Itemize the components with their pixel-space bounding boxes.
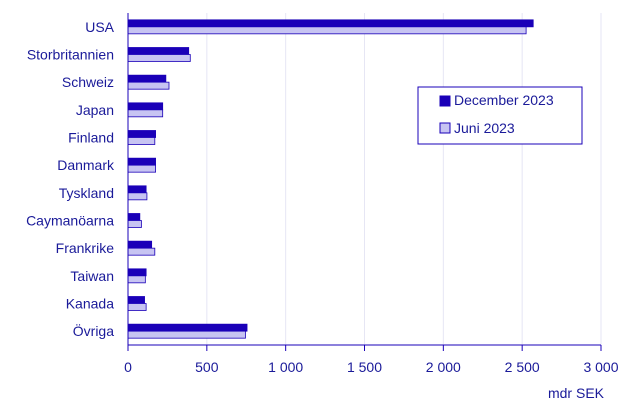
bar-usa-december-2023 — [127, 19, 534, 28]
bar-tyskland-juni-2023 — [127, 192, 148, 201]
bars — [127, 19, 534, 339]
category-label-schweiz: Schweiz — [62, 74, 114, 90]
bar-frankrike-december-2023 — [127, 240, 153, 249]
bar-kanada-juni-2023 — [127, 303, 147, 311]
bar-kanada-december-2023 — [127, 296, 145, 304]
grid-lines — [206, 13, 602, 345]
x-tick-label: 500 — [195, 359, 219, 375]
category-label-usa: USA — [85, 19, 114, 35]
bar-frankrike-juni-2023 — [127, 247, 156, 256]
bar-usa-juni-2023 — [127, 26, 527, 35]
bar-caymanoarna-december-2023 — [127, 213, 141, 221]
category-label-caymanoarna: Caymanöarna — [26, 213, 114, 229]
legend-swatch-juni-2023 — [439, 122, 451, 134]
x-tick-label: 1 000 — [268, 359, 303, 375]
bar-ovriga-juni-2023 — [127, 330, 246, 339]
category-label-tyskland: Tyskland — [59, 185, 114, 201]
x-tick-label: 2 500 — [505, 359, 540, 375]
category-label-danmark: Danmark — [57, 157, 115, 173]
category-label-ovriga: Övriga — [73, 322, 114, 339]
legend-label-december-2023: December 2023 — [454, 92, 554, 108]
x-tick-label: 0 — [124, 359, 132, 375]
bar-schweiz-december-2023 — [127, 74, 167, 83]
bar-ovriga-december-2023 — [127, 323, 248, 332]
legend-swatch-december-2023 — [439, 95, 451, 107]
bar-storbritannien-december-2023 — [127, 47, 190, 55]
bar-danmark-juni-2023 — [127, 164, 156, 173]
category-label-kanada: Kanada — [66, 296, 114, 312]
bar-finland-december-2023 — [127, 130, 156, 138]
category-labels: USA Storbritannien Schweiz Japan Finland Danm… — [26, 19, 115, 339]
bar-caymanoarna-juni-2023 — [127, 220, 142, 228]
x-tick-label: 1 500 — [347, 359, 382, 375]
bar-finland-juni-2023 — [127, 137, 156, 145]
x-tick-label: 3 000 — [583, 359, 618, 375]
bar-danmark-december-2023 — [127, 157, 156, 166]
x-tick-label: 2 000 — [426, 359, 461, 375]
category-label-storbritannien: Storbritannien — [27, 47, 114, 63]
bar-japan-december-2023 — [127, 102, 164, 111]
category-label-finland: Finland — [68, 130, 114, 146]
bar-taiwan-december-2023 — [127, 268, 147, 277]
category-label-japan: Japan — [76, 102, 114, 118]
category-label-frankrike: Frankrike — [56, 240, 115, 256]
bar-taiwan-juni-2023 — [127, 275, 146, 284]
bar-tyskland-december-2023 — [127, 185, 147, 194]
bar-japan-juni-2023 — [127, 109, 164, 118]
legend: December 2023 Juni 2023 — [417, 86, 583, 145]
x-axis: 0 500 1 000 1 500 2 000 2 500 3 000 — [124, 13, 619, 375]
legend-label-juni-2023: Juni 2023 — [454, 120, 515, 136]
category-label-taiwan: Taiwan — [70, 268, 114, 284]
x-axis-unit: mdr SEK — [548, 385, 605, 401]
bar-schweiz-juni-2023 — [127, 81, 170, 90]
bar-storbritannien-juni-2023 — [127, 54, 191, 62]
